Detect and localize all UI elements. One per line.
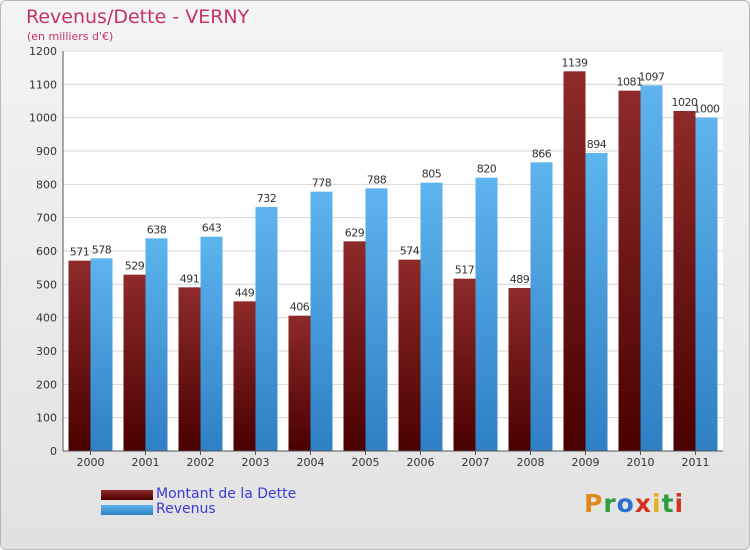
legend-label-revenue: Revenus (156, 501, 216, 517)
x-tick-label: 2000 (77, 456, 105, 469)
x-tick-label: 2004 (297, 456, 325, 469)
y-tick-label: 200 (36, 378, 57, 391)
data-label-revenue: 778 (312, 177, 332, 190)
data-label-debt: 574 (400, 245, 420, 258)
x-tick-label: 2006 (407, 456, 435, 469)
y-tick-label: 1100 (29, 78, 57, 91)
data-label-revenue: 638 (147, 223, 167, 236)
legend-swatch-revenue (101, 505, 153, 515)
logo-letter: i (652, 489, 662, 518)
axis-layer: 0 100 200 300 400 500 600 700 800 900 1000 1100 1200… (29, 45, 723, 469)
y-tick-label: 600 (36, 245, 57, 258)
x-tick-label: 2001 (132, 456, 160, 469)
data-label-revenue: 578 (92, 243, 112, 256)
x-tick-label: 2010 (627, 456, 655, 469)
logo-letter: o (616, 489, 635, 518)
bar-revenue (90, 258, 113, 451)
y-tick-label: 400 (36, 312, 57, 325)
data-label-revenue: 1000 (694, 103, 720, 116)
bar-revenue (310, 191, 333, 451)
bar-revenue (695, 117, 718, 452)
y-tick-label: 800 (36, 178, 57, 191)
x-tick-label: 2002 (187, 456, 215, 469)
x-tick-label: 2009 (572, 456, 600, 469)
bar-debt (563, 71, 586, 451)
bar-debt (398, 259, 421, 451)
data-label-revenue: 643 (202, 222, 222, 235)
data-label-revenue: 1097 (639, 70, 665, 83)
logo-letter: t (661, 489, 675, 518)
x-tick-label: 2008 (517, 456, 545, 469)
data-label-debt: 571 (70, 246, 90, 259)
proxiti-logo: Proxiti (584, 489, 684, 518)
y-tick-label: 0 (50, 445, 57, 458)
bar-debt (453, 278, 476, 451)
chart-title: Revenus/Dette - VERNY (26, 6, 250, 28)
data-label-debt: 491 (180, 272, 200, 285)
labels-layer: 571 578 529 638 491 643 449 732 406 778 629 788 574 8… (70, 56, 721, 314)
bar-debt (508, 288, 531, 451)
data-label-debt: 489 (510, 273, 530, 286)
data-label-debt: 449 (235, 286, 255, 299)
bar-revenue (640, 85, 663, 451)
chart-subtitle: (en milliers d'€) (27, 30, 114, 43)
bar-debt (343, 241, 366, 451)
logo-letter: i (674, 489, 685, 518)
bars-layer (68, 71, 718, 452)
data-label-debt: 517 (455, 264, 475, 277)
x-tick-label: 2003 (242, 456, 270, 469)
bar-revenue (585, 153, 608, 451)
data-label-debt: 1139 (562, 56, 588, 69)
y-tick-label: 100 (36, 412, 57, 425)
bar-debt (178, 287, 201, 451)
data-label-revenue: 894 (587, 138, 607, 151)
bar-revenue (475, 177, 498, 451)
bar-revenue (145, 238, 168, 451)
bar-debt (618, 90, 641, 452)
grid-layer (63, 50, 723, 452)
y-tick-label: 300 (36, 345, 57, 358)
y-tick-label: 900 (36, 145, 57, 158)
data-label-revenue: 788 (367, 173, 387, 186)
bar-debt (288, 315, 311, 451)
x-tick-label: 2007 (462, 456, 490, 469)
bar-revenue (530, 162, 553, 452)
data-label-revenue: 805 (422, 168, 442, 181)
bar-revenue (420, 182, 443, 451)
data-label-debt: 1081 (617, 76, 643, 89)
data-label-revenue: 820 (477, 163, 497, 176)
logo-letter: r (603, 489, 617, 518)
x-tick-label: 2005 (352, 456, 380, 469)
bar-debt (673, 111, 696, 451)
legend-label-debt: Montant de la Dette (156, 486, 297, 502)
data-label-debt: 1020 (672, 96, 698, 109)
y-tick-label: 1200 (29, 45, 57, 58)
data-label-debt: 529 (125, 260, 145, 273)
data-label-debt: 629 (345, 226, 365, 239)
legend-swatch-debt (101, 490, 153, 500)
logo-letter: x (634, 489, 652, 518)
data-label-revenue: 866 (532, 147, 552, 160)
y-tick-label: 500 (36, 278, 57, 291)
bar-revenue (255, 207, 278, 451)
data-label-debt: 406 (290, 301, 310, 314)
y-tick-label: 1000 (29, 112, 57, 125)
logo-letter: P (584, 489, 604, 518)
data-label-revenue: 732 (257, 192, 277, 205)
bar-debt (233, 301, 256, 451)
bar-revenue (365, 188, 388, 452)
bar-debt (123, 274, 146, 451)
x-tick-label: 2011 (682, 456, 710, 469)
y-tick-label: 700 (36, 212, 57, 225)
bar-debt (68, 260, 91, 451)
bar-revenue (200, 236, 223, 451)
